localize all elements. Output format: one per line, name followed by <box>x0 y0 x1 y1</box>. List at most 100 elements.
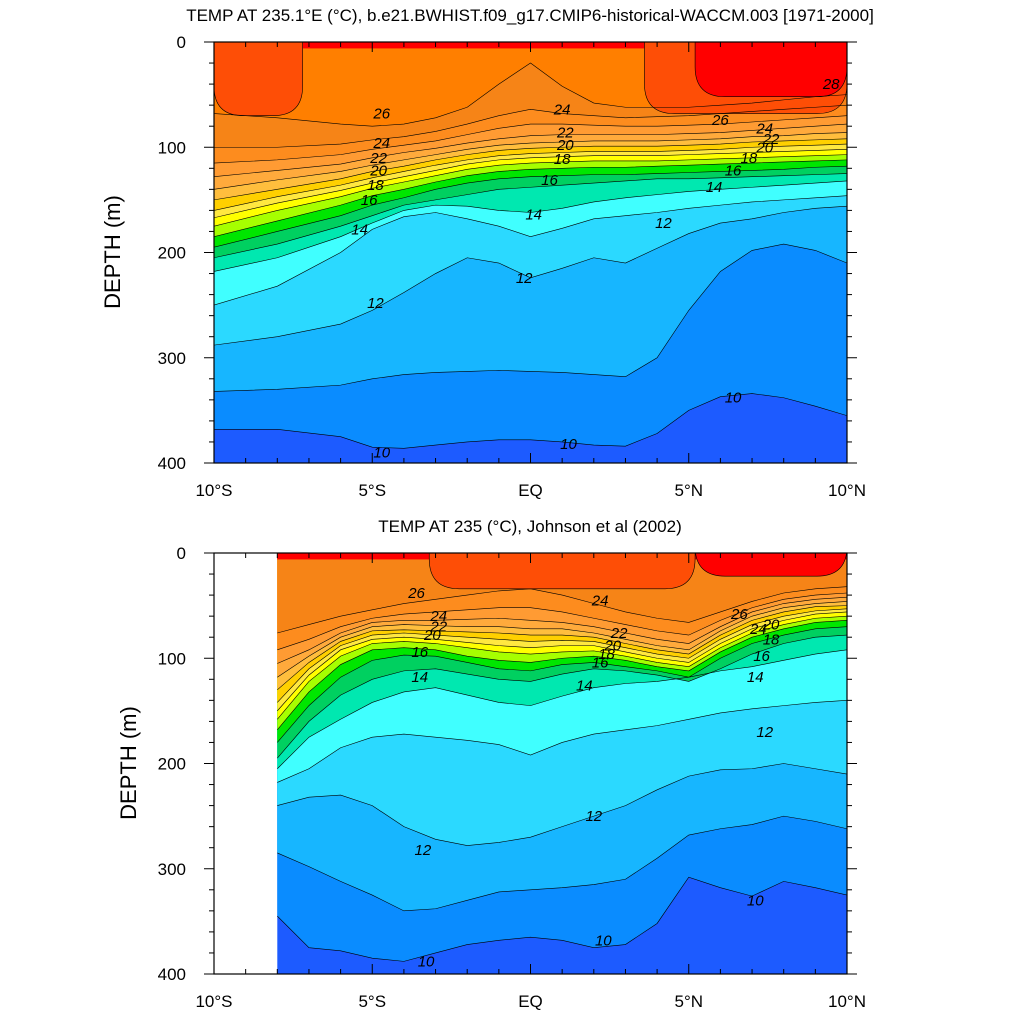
contour-label: 16 <box>592 654 609 671</box>
top-panel-plot-area <box>214 42 847 463</box>
contour-label: 22 <box>610 625 628 642</box>
top-panel-y-tick-labels: 0 100 200 300 400 <box>158 33 186 473</box>
contour-label: 16 <box>541 172 558 189</box>
contour-label: 18 <box>763 631 780 648</box>
contour-label: 26 <box>711 112 729 129</box>
x-tick-label: 5°N <box>674 481 703 500</box>
contour-label: 12 <box>655 215 672 232</box>
x-tick-label: 5°S <box>358 481 386 500</box>
contour-label: 14 <box>576 678 593 695</box>
isotherm-21 <box>214 138 847 201</box>
y-tick-label: 400 <box>158 965 186 984</box>
contour-label: 10 <box>418 953 435 970</box>
contour-label: 10 <box>747 892 764 909</box>
isotherm-21 <box>277 605 847 691</box>
contour-label: 20 <box>755 139 773 156</box>
isotherm-16 <box>214 165 847 248</box>
y-tick-label: 0 <box>177 544 186 563</box>
top-panel-isotherm-lines <box>214 62 847 449</box>
contour-label: 24 <box>429 608 447 625</box>
isotherm-17 <box>277 620 847 731</box>
contour-label: 22 <box>762 131 780 148</box>
y-tick-label: 400 <box>158 454 186 473</box>
contour-label: 24 <box>372 135 390 152</box>
isotherm-26 <box>214 62 847 127</box>
contour-label: 28 <box>822 76 840 93</box>
contour-label: 26 <box>730 606 748 623</box>
contour-label: 16 <box>753 648 770 665</box>
contour-label: 20 <box>369 162 387 179</box>
contour-label: 18 <box>598 646 615 663</box>
bottom-panel-plot-area <box>277 553 847 974</box>
isotherm-19 <box>277 611 847 712</box>
isotherm-20 <box>277 608 847 703</box>
top-panel-contour-labels: 2624222018161412102422201816141210121416… <box>351 76 840 461</box>
isotherm-15 <box>277 634 847 759</box>
top-panel-ticks <box>204 41 857 464</box>
bottom-panel-contour-labels: 2624222016141210242220181614121026242018… <box>407 585 780 970</box>
contour-label: 24 <box>591 592 609 609</box>
isotherm-14 <box>214 180 847 272</box>
isotherm-22 <box>214 132 847 190</box>
contour-label: 20 <box>556 137 574 154</box>
isotherm-18 <box>214 154 847 227</box>
isotherm-14 <box>277 649 847 769</box>
contour-label: 20 <box>762 617 780 634</box>
y-tick-label: 200 <box>158 244 186 263</box>
y-tick-label: 100 <box>158 138 186 157</box>
bottom-panel-y-axis-label: DEPTH (m) <box>116 706 141 820</box>
bottom-panel-isotherm-lines <box>277 586 847 962</box>
warm-patch-28 <box>694 553 847 577</box>
x-tick-label: 10°N <box>828 992 866 1011</box>
x-tick-label: EQ <box>518 992 543 1011</box>
top-panel-y-axis-label: DEPTH (m) <box>100 195 125 309</box>
isotherm-10 <box>277 876 847 962</box>
isotherm-22 <box>277 601 847 678</box>
band-25 <box>277 553 847 633</box>
bottom-panel-ticks <box>204 552 857 975</box>
contour-label: 14 <box>747 669 764 686</box>
contour-label: 24 <box>553 101 571 118</box>
contour-label: 12 <box>367 295 384 312</box>
contour-label: 10 <box>725 390 742 407</box>
isotherm-23 <box>214 123 847 178</box>
isotherm-18 <box>277 615 847 720</box>
warm-patch-27 <box>214 42 303 116</box>
y-tick-label: 0 <box>177 33 186 52</box>
contour-label: 14 <box>706 179 723 196</box>
isotherm-11 <box>277 815 847 912</box>
contour-label: 14 <box>411 669 428 686</box>
x-tick-label: 5°S <box>358 992 386 1011</box>
contour-label: 22 <box>369 150 387 167</box>
contour-label: 12 <box>585 808 602 825</box>
contour-label: 20 <box>603 638 621 655</box>
x-tick-label: 10°N <box>828 481 866 500</box>
contour-label: 22 <box>429 619 447 636</box>
contour-label: 26 <box>372 106 390 123</box>
warm-patch-27 <box>428 553 696 590</box>
contour-label: 22 <box>556 125 574 142</box>
isotherm-20 <box>214 143 847 211</box>
x-tick-label: EQ <box>518 481 543 500</box>
contour-label: 10 <box>373 444 390 461</box>
top-panel: TEMP AT 235.1°E (°C), b.e21.BWHIST.f09_g… <box>100 6 874 500</box>
isotherm-19 <box>214 149 847 219</box>
bottom-panel-x-tick-labels: 10°S 5°S EQ 5°N 10°N <box>195 992 866 1011</box>
y-tick-label: 200 <box>158 755 186 774</box>
contour-label: 10 <box>560 436 577 453</box>
isotherm-16 <box>277 626 847 743</box>
contour-label: 14 <box>351 221 368 238</box>
contour-label: 12 <box>516 270 533 287</box>
isotherm-12 <box>214 205 847 346</box>
y-tick-label: 100 <box>158 649 186 668</box>
top-panel-x-tick-labels: 10°S 5°S EQ 5°N 10°N <box>195 481 866 500</box>
contour-label: 26 <box>407 585 425 602</box>
isotherm-23 <box>277 596 847 664</box>
isotherm-24 <box>214 115 847 164</box>
contour-label: 24 <box>755 120 773 137</box>
contour-label: 16 <box>361 192 378 209</box>
x-tick-label: 10°S <box>195 992 232 1011</box>
top-panel-temperature-bands <box>214 42 847 463</box>
top-panel-title: TEMP AT 235.1°E (°C), b.e21.BWHIST.f09_g… <box>186 6 874 25</box>
